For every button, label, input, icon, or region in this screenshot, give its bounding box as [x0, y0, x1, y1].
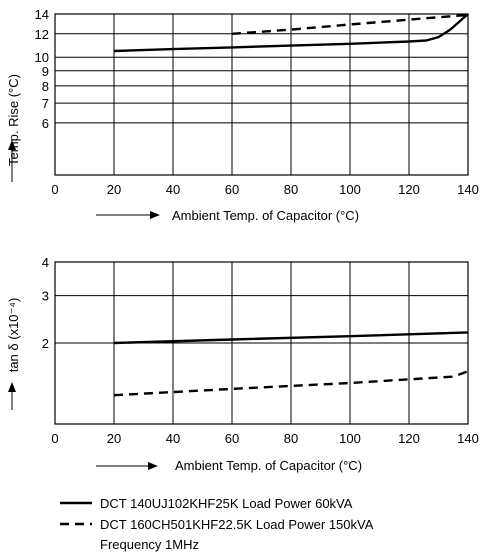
chart1-ytick-label: 10 [35, 50, 49, 65]
legend-frequency-note: Frequency 1MHz [100, 537, 199, 552]
chart1-ytick-label: 8 [42, 79, 49, 94]
chart2-ylabel-arrow [8, 382, 16, 410]
chart1-xtick-label: 40 [166, 182, 180, 197]
chart2-frame [54, 261, 469, 425]
chart2-ytick-label: 3 [42, 289, 49, 304]
chart1-frame [54, 13, 469, 176]
chart1-xtick-label: 100 [339, 182, 361, 197]
chart1-ytick-label: 6 [42, 116, 49, 131]
chart2-xtick-label: 40 [166, 431, 180, 446]
legend-item-dashed: DCT 160CH501KHF22.5K Load Power 150kVA [100, 517, 374, 532]
chart1-xtick-label: 60 [225, 182, 239, 197]
chart2-xlabel: Ambient Temp. of Capacitor (°C) [175, 458, 362, 473]
chart2-xlabel-arrow [96, 462, 158, 470]
chart1-ytick-label: 14 [35, 7, 49, 22]
chart1-xtick-label: 80 [284, 182, 298, 197]
chart1-ytick-label: 9 [42, 64, 49, 79]
chart1-xtick-label: 0 [51, 182, 58, 197]
chart1-xlabel-arrow [96, 211, 160, 219]
chart2-xtick-label: 100 [339, 431, 361, 446]
chart1-series-dashed-line [231, 13, 469, 35]
chart1-ylabel-arrow [8, 140, 16, 182]
chart2-xtick-label: 60 [225, 431, 239, 446]
chart1-xtick-label: 20 [107, 182, 121, 197]
legend: DCT 140UJ102KHF25K Load Power 60kVA DCT … [60, 496, 374, 552]
chart2-series-solid-line [113, 331, 469, 345]
tan-delta-chart: 0 20 40 60 80 100 120 140 2 3 4 [42, 255, 479, 446]
chart1-xlabel: Ambient Temp. of Capacitor (°C) [172, 208, 359, 223]
chart2-xtick-label: 20 [107, 431, 121, 446]
chart2-xtick-label: 80 [284, 431, 298, 446]
chart1-ytick-label: 7 [42, 96, 49, 111]
chart2-xtick-label: 120 [398, 431, 420, 446]
chart2-ylabel: tan δ (x10⁻⁴) [6, 298, 21, 373]
chart1-series-solid-line [113, 13, 469, 53]
chart1-ytick-label: 12 [35, 27, 49, 42]
chart2-xtick-label: 0 [51, 431, 58, 446]
chart2-series-dashed-line [113, 370, 469, 397]
chart1-xtick-label: 140 [457, 182, 479, 197]
chart2-ytick-label: 2 [42, 336, 49, 351]
chart1-ylabel: Temp. Rise (°C) [6, 74, 21, 166]
chart2-ytick-label: 4 [42, 255, 49, 270]
chart2-xtick-label: 140 [457, 431, 479, 446]
chart1-xtick-label: 120 [398, 182, 420, 197]
legend-item-solid: DCT 140UJ102KHF25K Load Power 60kVA [100, 496, 353, 511]
